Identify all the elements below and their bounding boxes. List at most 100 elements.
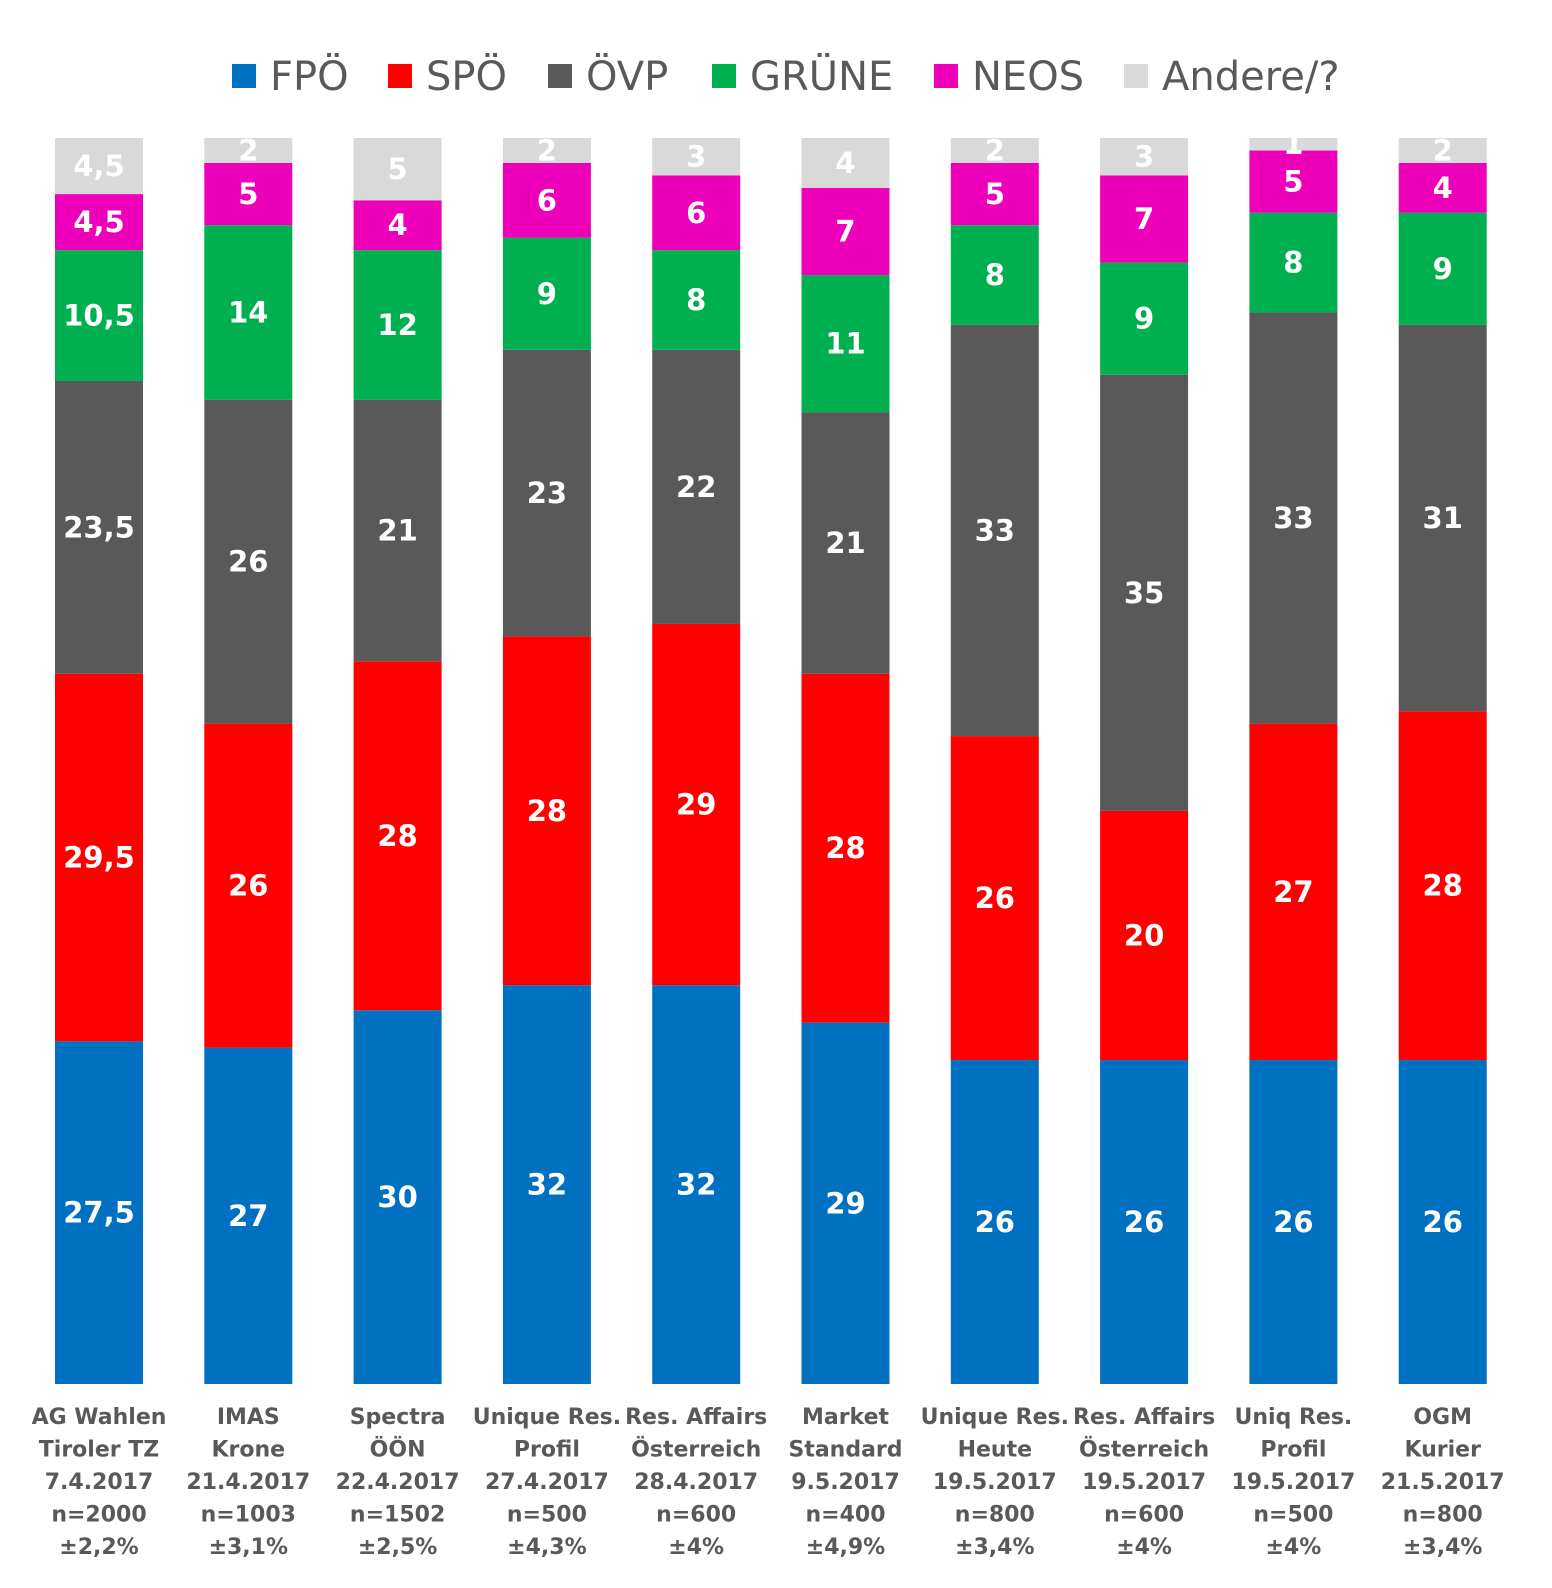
value-label-andere: 3 [1134, 140, 1154, 174]
category-label: Res. Affairs Österreich 19.5.2017 n=600 ±4% [1073, 1405, 1215, 1560]
bar-segment-andere [1100, 138, 1189, 176]
value-label-gruene: 8 [985, 258, 1005, 292]
value-label-fpoe: 26 [1273, 1205, 1313, 1239]
value-label-oevp: 26 [228, 545, 268, 579]
category-label-line: Heute [958, 1438, 1032, 1463]
value-label-gruene: 11 [825, 327, 865, 361]
value-label-oevp: 33 [975, 513, 1015, 547]
category-label-line: Kurier [1404, 1438, 1481, 1463]
category-label-line: ±2,2% [59, 1535, 138, 1560]
legend-label: NEOS [972, 54, 1084, 100]
bar-segment-oevp [55, 380, 143, 674]
bar-segment-andere [1398, 138, 1487, 163]
bar-segment-spoe [950, 736, 1039, 1061]
value-label-fpoe: 26 [975, 1205, 1015, 1239]
category-label-line: ±3,4% [1403, 1535, 1482, 1560]
value-label-fpoe: 26 [1124, 1205, 1164, 1239]
bar-segment-neos [801, 187, 890, 276]
value-label-oevp: 23 [527, 476, 567, 510]
legend-swatch [388, 64, 412, 88]
bar-segment-neos [1398, 162, 1487, 213]
bar-segment-andere [1249, 138, 1338, 151]
category-label: Uniq Res. Profil 19.5.2017 n=500 ±4% [1231, 1405, 1355, 1560]
category-label-line: Res. Affairs [625, 1405, 767, 1430]
value-label-fpoe: 29 [825, 1186, 865, 1220]
value-labels: 27,529,523,510,54,54,5272626145230282112… [63, 127, 1463, 1239]
bar-segment-spoe [502, 636, 591, 986]
value-label-andere: 3 [686, 140, 706, 174]
category-label-line: 21.5.2017 [1381, 1470, 1505, 1495]
category-label-line: 7.4.2017 [45, 1470, 154, 1495]
bar-segment-fpoe [652, 985, 741, 1384]
bar-segment-neos [502, 162, 591, 238]
category-label-line: 27.4.2017 [485, 1470, 609, 1495]
value-label-spoe: 27 [1273, 875, 1313, 909]
value-label-oevp: 31 [1423, 501, 1463, 535]
value-label-andere: 2 [1433, 133, 1453, 167]
category-label: Market Standard 9.5.2017 n=400 ±4,9% [788, 1405, 902, 1560]
value-label-neos: 7 [835, 214, 855, 248]
bar-segment-fpoe [353, 1010, 442, 1384]
value-label-neos: 4,5 [73, 205, 124, 239]
category-label: IMAS Krone 21.4.2017 n=1003 ±3,1% [186, 1405, 310, 1560]
category-label: Unique Res. Heute 19.5.2017 n=800 ±3,4% [921, 1405, 1069, 1560]
category-label-line: Profil [1260, 1438, 1326, 1463]
category-label: OGM Kurier 21.5.2017 n=800 ±3,4% [1381, 1405, 1505, 1560]
legend-item-spoe: SPÖ [388, 52, 507, 100]
category-label-line: OGM [1413, 1405, 1472, 1430]
bar-segment-gruene [55, 250, 143, 381]
bar-segment-neos [652, 175, 741, 251]
legend-label: SPÖ [426, 52, 507, 100]
value-label-andere: 5 [388, 152, 408, 186]
value-label-neos: 5 [985, 177, 1005, 211]
value-label-oevp: 33 [1273, 501, 1313, 535]
category-label-line: n=500 [507, 1503, 587, 1528]
value-label-fpoe: 27 [228, 1199, 268, 1233]
bar-segment-andere [204, 138, 293, 163]
value-label-andere: 2 [537, 133, 557, 167]
bar-segment-oevp [1249, 312, 1338, 724]
bar-segment-fpoe [1249, 1060, 1338, 1384]
bar-segment-andere [652, 138, 741, 176]
value-label-spoe: 28 [527, 794, 567, 828]
legend-item-fpoe: FPÖ [232, 52, 349, 100]
category-label-line: n=2000 [51, 1503, 146, 1528]
value-label-andere: 4,5 [73, 149, 124, 183]
category-label: Res. Affairs Österreich 28.4.2017 n=600 ±4% [625, 1405, 767, 1560]
bar-segment-fpoe [204, 1047, 293, 1384]
category-label-line: Unique Res. [921, 1405, 1069, 1430]
bar-segment-gruene [950, 225, 1039, 325]
bar-segment-andere [55, 138, 143, 195]
value-label-fpoe: 32 [676, 1168, 716, 1202]
value-label-oevp: 21 [377, 513, 417, 547]
legend-swatch [232, 64, 256, 88]
value-label-gruene: 9 [537, 277, 557, 311]
category-label-line: ±4,3% [507, 1535, 586, 1560]
value-label-neos: 4 [388, 208, 408, 242]
value-label-gruene: 10,5 [63, 299, 135, 333]
category-label-line: 9.5.2017 [791, 1470, 900, 1495]
bar-segment-oevp [502, 349, 591, 637]
category-label-line: Profil [514, 1438, 580, 1463]
category-label: Spectra ÖÖN 22.4.2017 n=1502 ±2,5% [336, 1405, 460, 1560]
category-label: AG Wahlen Tiroler TZ 7.4.2017 n=2000 ±2,2% [32, 1405, 167, 1560]
category-label-line: 21.4.2017 [186, 1470, 310, 1495]
bar-segment-oevp [1100, 374, 1189, 811]
legend-swatch [934, 64, 958, 88]
value-label-neos: 6 [686, 196, 706, 230]
bar-segment-oevp [204, 399, 293, 724]
legend-item-neos: NEOS [934, 54, 1084, 100]
bar-segment-spoe [1398, 711, 1487, 1061]
value-label-gruene: 9 [1433, 252, 1453, 286]
bar-segment-oevp [353, 399, 442, 662]
category-label-line: Uniq Res. [1235, 1405, 1353, 1430]
legend-label: GRÜNE [750, 52, 893, 100]
value-label-neos: 7 [1134, 202, 1154, 236]
bar-segment-andere [801, 138, 890, 188]
category-label-line: Market [802, 1405, 890, 1430]
category-labels: AG Wahlen Tiroler TZ 7.4.2017 n=2000 ±2,2% IM… [32, 1405, 1505, 1560]
value-label-spoe: 28 [825, 831, 865, 865]
legend-item-gruene: GRÜNE [712, 52, 893, 100]
bar-segment-neos [1249, 150, 1338, 213]
